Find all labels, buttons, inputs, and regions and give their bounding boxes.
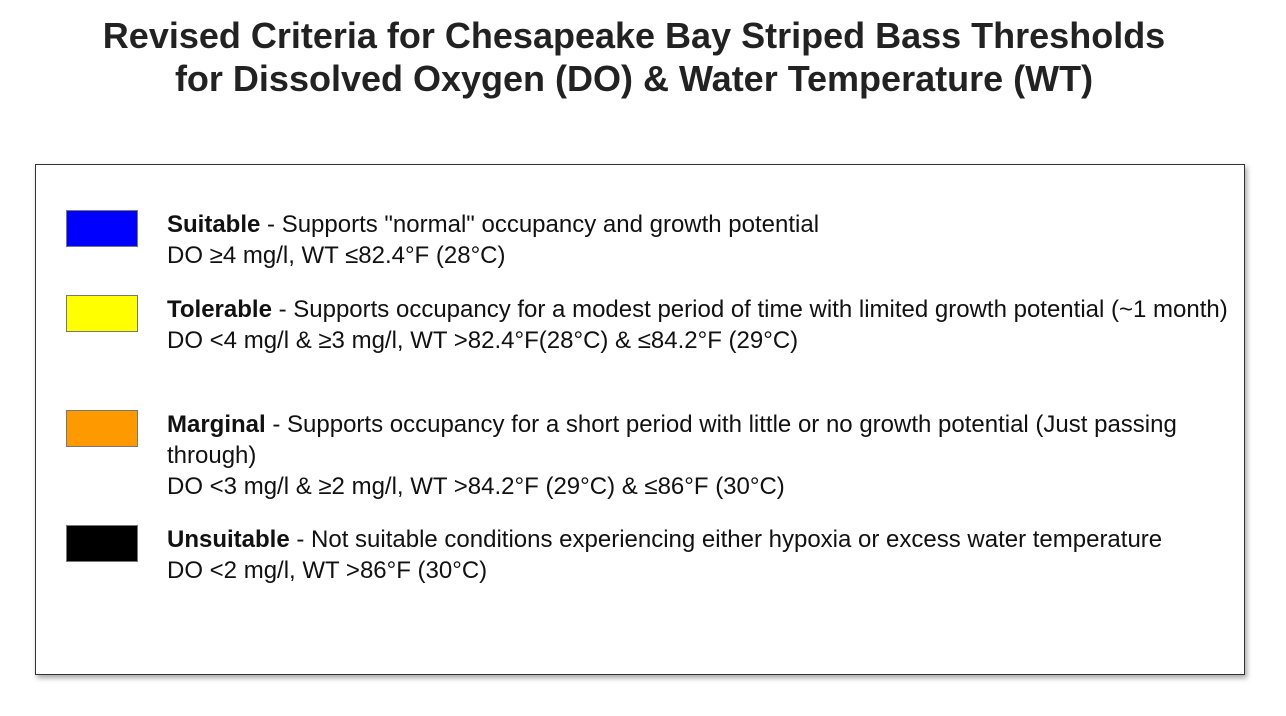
title-line-2: for Dissolved Oxygen (DO) & Water Temper… xyxy=(174,58,1094,99)
entry-description: - Not suitable conditions experiencing e… xyxy=(289,526,1163,553)
entry-criteria: DO <4 mg/l & ≥3 mg/l, WT >82.4°F(28°C) &… xyxy=(167,327,799,354)
entry-name: Tolerable xyxy=(167,296,272,323)
entry-description: - Supports occupancy for a modest period… xyxy=(271,296,1228,323)
tolerable-swatch xyxy=(66,295,138,332)
entry-description: - Supports occupancy for a short period … xyxy=(167,411,1177,469)
unsuitable-swatch xyxy=(66,525,138,562)
marginal-swatch xyxy=(66,410,138,447)
entry-description: - Supports "normal" occupancy and growth… xyxy=(260,211,820,238)
entry-name: Unsuitable xyxy=(167,526,290,553)
page-title: Revised Criteria for Chesapeake Bay Stri… xyxy=(0,14,1268,100)
suitable-swatch xyxy=(66,210,138,247)
entry-name: Suitable xyxy=(167,211,261,238)
entry-name: Marginal xyxy=(167,411,266,438)
entry-criteria: DO <2 mg/l, WT >86°F (30°C) xyxy=(167,557,488,584)
entry-criteria: DO <3 mg/l & ≥2 mg/l, WT >84.2°F (29°C) … xyxy=(167,473,785,500)
entry-criteria: DO ≥4 mg/l, WT ≤82.4°F (28°C) xyxy=(167,242,506,269)
legend-box: Suitable - Supports "normal" occupancy a… xyxy=(35,164,1245,675)
title-line-1: Revised Criteria for Chesapeake Bay Stri… xyxy=(102,15,1166,56)
